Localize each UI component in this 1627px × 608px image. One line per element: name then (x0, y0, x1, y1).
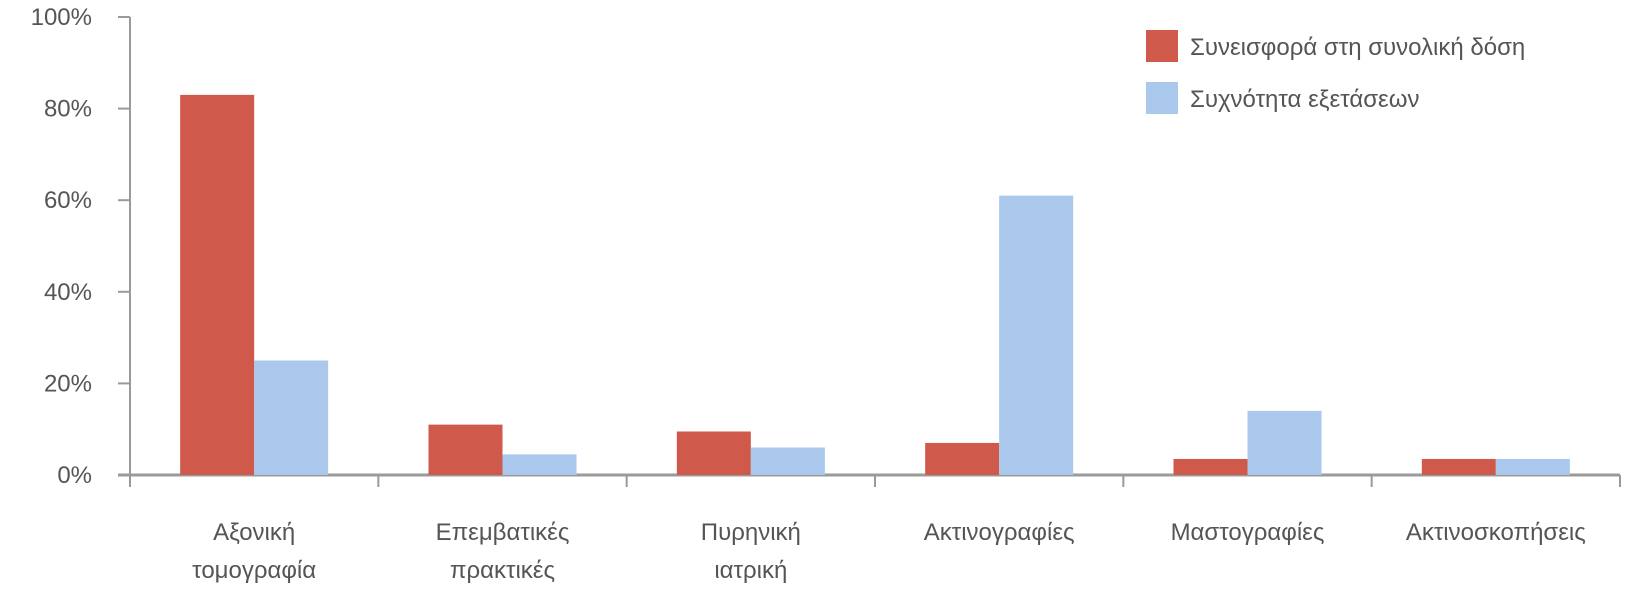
y-tick-label: 20% (44, 370, 92, 397)
y-axis: 0% 20% 40% 60% 80% 100% (31, 4, 131, 489)
bar-frequency (999, 195, 1074, 475)
bar-dose (180, 94, 255, 476)
legend-label: Συχνότητα εξετάσεων (1190, 86, 1420, 113)
category-label: Αξονική τομογραφία (192, 519, 316, 584)
category-label: Ακτινοσκοπήσεις (1406, 519, 1586, 546)
legend-label: Συνεισφορά στη συνολική δόση (1190, 34, 1525, 61)
bars (180, 94, 1570, 476)
y-tick-label: 80% (44, 96, 92, 123)
bar-dose (676, 431, 751, 475)
category-label: Επεμβατικές πρακτικές (436, 519, 570, 584)
y-tick-label: 60% (44, 187, 92, 214)
y-tick-label: 40% (44, 279, 92, 306)
category-label: Πυρηνική ιατρική (701, 519, 801, 584)
bar-frequency (502, 454, 577, 475)
bar-dose (925, 442, 1000, 475)
category-label: Μαστογραφίες (1171, 519, 1325, 546)
legend-swatch (1146, 82, 1178, 114)
legend: Συνεισφορά στη συνολική δόση Συχνότητα εξ… (1146, 30, 1525, 114)
bar-frequency (1495, 458, 1570, 475)
bar-frequency (750, 447, 825, 475)
x-axis (118, 473, 1621, 487)
category-label: Ακτινογραφίες (924, 519, 1075, 546)
y-tick-label: 100% (31, 4, 92, 31)
bar-dose (1421, 458, 1496, 475)
y-tick-label: 0% (57, 462, 92, 489)
legend-swatch (1146, 30, 1178, 62)
bar-dose (428, 424, 503, 475)
bar-frequency (1247, 410, 1322, 475)
bar-frequency (254, 360, 329, 475)
category-labels: Αξονική τομογραφία Επεμβατικές πρακτικές Πυρ… (192, 519, 1586, 584)
bar-dose (1173, 458, 1248, 475)
